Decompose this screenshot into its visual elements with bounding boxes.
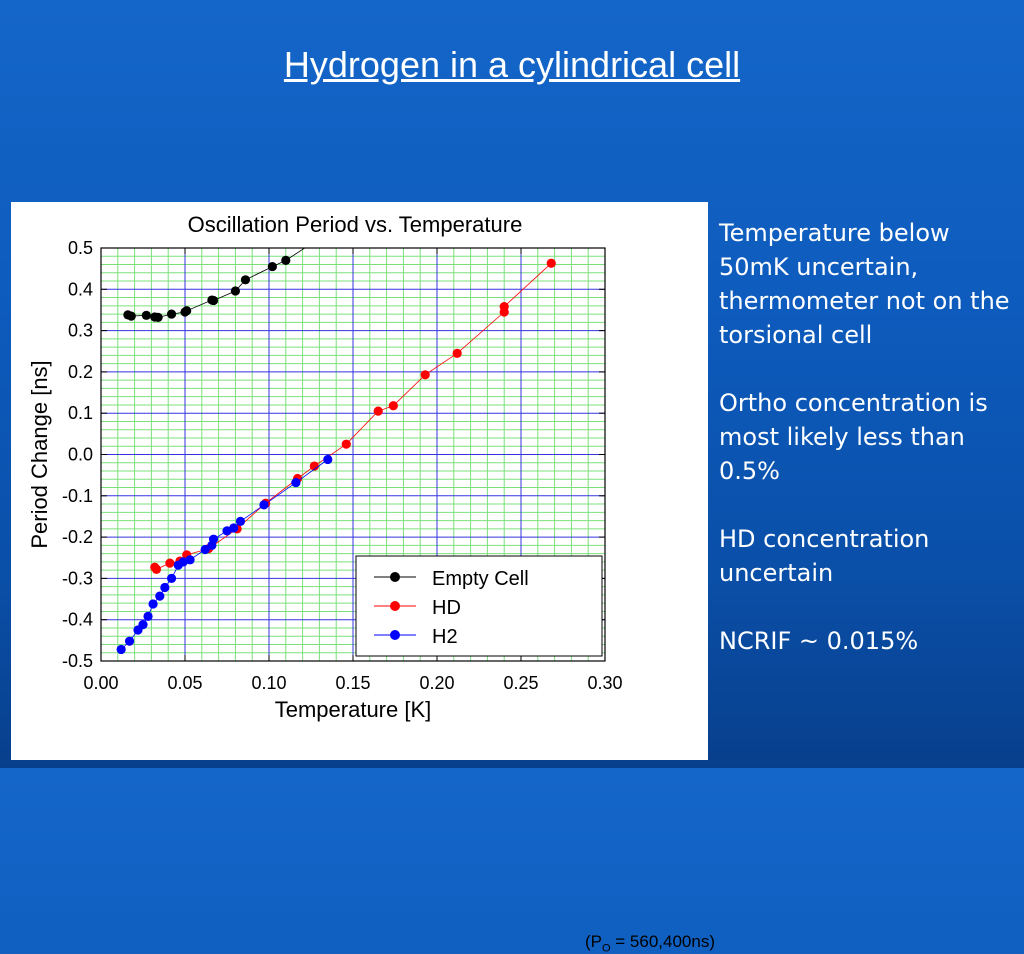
series-layer (116, 248, 556, 655)
x-tick-label: 0.30 (587, 673, 622, 693)
data-point (151, 564, 162, 574)
data-point (165, 558, 175, 568)
data-point (182, 306, 192, 316)
data-point (126, 311, 136, 321)
legend-marker (390, 572, 400, 582)
y-tick-label: 0.4 (68, 279, 93, 299)
y-tick-label: 0.5 (68, 238, 93, 258)
x-tick-label: 0.20 (419, 673, 454, 693)
data-point (240, 275, 251, 285)
data-point (420, 370, 430, 380)
legend-label: HD (432, 597, 461, 619)
note-hd: HD concentration uncertain (719, 525, 930, 587)
data-point (291, 477, 301, 488)
chart-title: Oscillation Period vs. Temperature (188, 212, 523, 237)
note-ortho: Ortho concentration is most likely less … (719, 389, 988, 485)
x-tick-label: 0.05 (167, 673, 202, 693)
series-h2 (116, 454, 333, 655)
data-point (155, 591, 165, 601)
legend-marker (390, 630, 400, 640)
x-axis-label: Temperature [K] (275, 697, 432, 722)
data-point (546, 258, 556, 268)
data-point (141, 310, 151, 320)
data-point (124, 636, 135, 646)
data-point (373, 406, 383, 416)
data-point (235, 516, 246, 527)
data-point (230, 286, 240, 296)
footnote-sub: O (601, 942, 611, 954)
data-point (259, 500, 269, 510)
chart-panel: Oscillation Period vs. Temperature 0.00 0… (11, 202, 715, 954)
data-point (323, 454, 333, 465)
footnote: (PO = 560,400ns) (11, 932, 715, 954)
footnote-open: (P (584, 932, 602, 951)
y-tick-label: 0.0 (68, 445, 93, 465)
data-point (200, 544, 210, 555)
slide-title: Hydrogen in a cylindrical cell (283, 44, 741, 85)
legend-label: H2 (432, 626, 458, 648)
y-tick-label: -0.2 (62, 527, 93, 547)
data-point (229, 523, 239, 533)
data-point (341, 439, 351, 449)
data-point (153, 312, 163, 322)
note-ncrif: NCRIF ~ 0.015% (719, 627, 919, 655)
data-point (267, 261, 277, 272)
x-tick-label: 0.15 (335, 673, 370, 693)
data-point (166, 309, 177, 319)
note-thermometer: Temperature below 50mK uncertain, thermo… (719, 219, 1010, 349)
data-point (160, 582, 170, 593)
legend-label: Empty Cell (432, 568, 529, 590)
data-point (281, 255, 291, 265)
y-tick-label: 0.3 (68, 321, 93, 341)
y-tick-label: -0.1 (62, 486, 93, 506)
x-tick-label: 0.25 (503, 673, 538, 693)
data-point (148, 599, 158, 609)
axis-ticks: 0.00 0.05 0.10 0.15 0.20 0.25 0.30 -0.5 -0.4 -0.3… (62, 238, 623, 693)
x-tick-label: 0.10 (251, 673, 286, 693)
data-point (208, 295, 219, 306)
data-point (116, 644, 126, 655)
notes-panel: Temperature below 50mK uncertain, thermo… (719, 216, 1019, 658)
data-point (499, 302, 509, 312)
y-tick-label: -0.4 (62, 610, 93, 630)
y-tick-label: -0.5 (62, 651, 93, 671)
data-point (208, 534, 219, 544)
y-tick-label: 0.1 (68, 403, 93, 423)
y-axis-label: Period Change [ns] (27, 360, 52, 548)
data-point (166, 573, 177, 583)
data-point (185, 555, 195, 565)
footnote-rest: = 560,400ns) (610, 932, 715, 951)
data-point (452, 348, 462, 358)
data-point (388, 401, 398, 411)
legend: Empty Cell HD H2 (355, 555, 603, 657)
legend-marker (390, 601, 400, 611)
x-tick-label: 0.00 (83, 673, 118, 693)
y-tick-label: -0.3 (62, 568, 93, 588)
series-empty-cell (123, 248, 306, 322)
y-tick-label: 0.2 (68, 362, 93, 382)
scatter-chart: Oscillation Period vs. Temperature 0.00 0… (27, 212, 623, 722)
data-point (143, 611, 153, 621)
data-point (138, 620, 148, 630)
data-point (309, 461, 319, 471)
